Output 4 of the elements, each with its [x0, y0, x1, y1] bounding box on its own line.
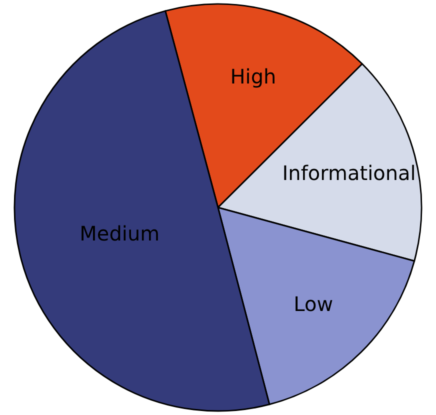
slice-label: Low: [294, 292, 334, 316]
slice-label: Medium: [80, 222, 160, 246]
slice-label: High: [230, 64, 276, 89]
slice-label: Informational: [282, 160, 416, 185]
